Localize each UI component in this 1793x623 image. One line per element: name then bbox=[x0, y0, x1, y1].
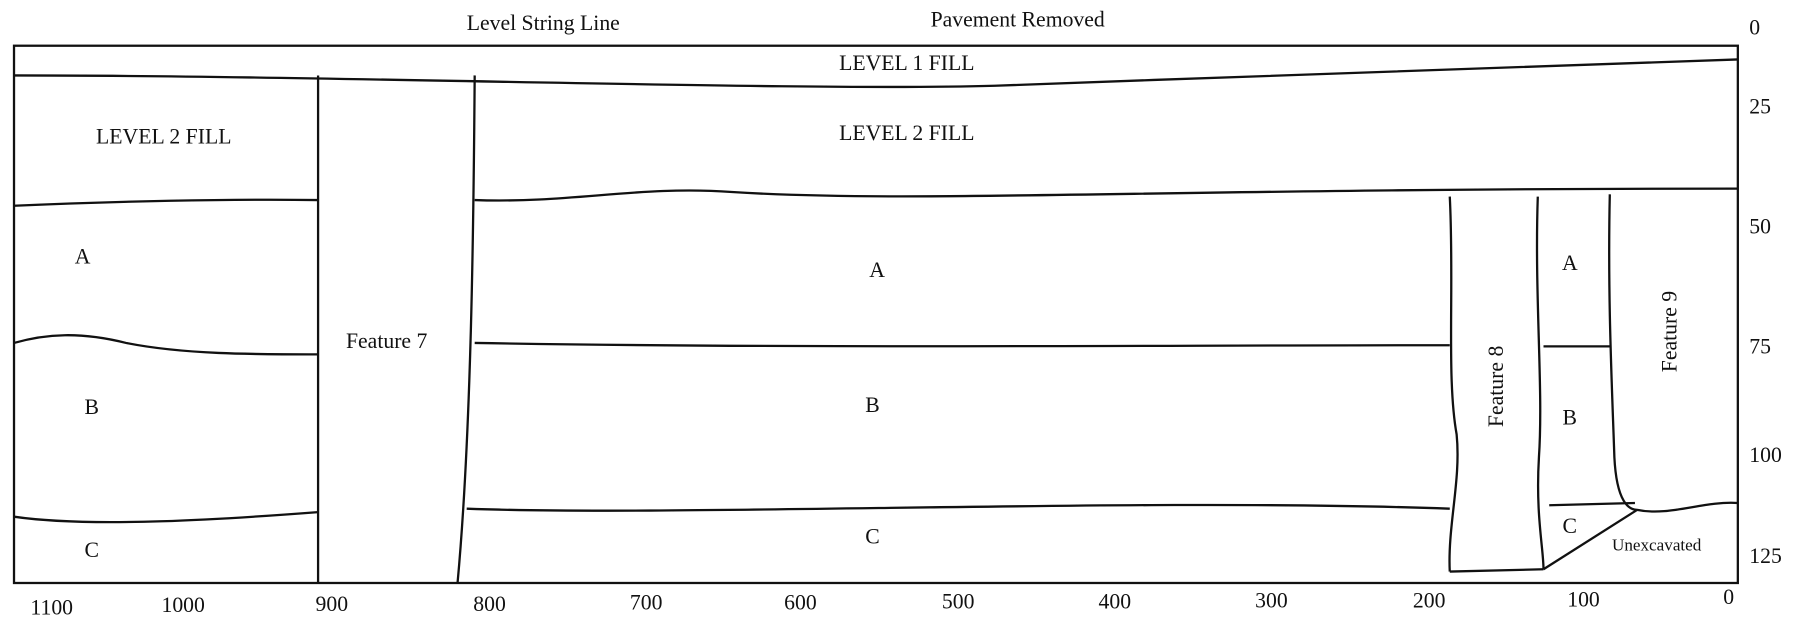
feature-label: Feature 8 bbox=[1484, 346, 1508, 428]
unexcavated-boundary bbox=[1542, 508, 1638, 571]
distance-label: 1100 bbox=[30, 595, 73, 619]
distance-label: 800 bbox=[473, 592, 506, 616]
distance-label: 300 bbox=[1255, 588, 1288, 612]
distance-label: 600 bbox=[784, 591, 817, 615]
distance-label: 900 bbox=[316, 592, 349, 616]
feature-7-right bbox=[456, 75, 476, 584]
stratum-label: B bbox=[1563, 406, 1577, 430]
stratum-label: B bbox=[85, 395, 99, 419]
distance-label: 0 bbox=[1723, 585, 1734, 609]
depth-label: 100 bbox=[1749, 443, 1782, 467]
left-b-c-boundary bbox=[13, 510, 319, 524]
depth-label: 125 bbox=[1749, 544, 1782, 568]
depth-label: 0 bbox=[1749, 16, 1760, 40]
level-1-boundary bbox=[14, 58, 1738, 89]
left-a-b-boundary bbox=[13, 334, 319, 356]
depth-label: 75 bbox=[1749, 335, 1771, 359]
feature-9-boundary bbox=[1608, 194, 1738, 513]
level-2-boundary-middle bbox=[474, 187, 1738, 202]
distance-label: 100 bbox=[1567, 587, 1600, 611]
stratum-label: C bbox=[1563, 514, 1577, 538]
feature-8-right bbox=[1535, 196, 1545, 570]
feature-label: Unexcavated bbox=[1612, 535, 1702, 554]
profile-lines bbox=[12, 44, 1739, 585]
stratum-label: C bbox=[865, 524, 879, 548]
feature-8-left bbox=[1448, 196, 1459, 572]
feature-label: Feature 7 bbox=[346, 329, 428, 353]
middle-b-c-boundary bbox=[466, 503, 1450, 512]
distance-label: 700 bbox=[630, 591, 663, 615]
level-2-boundary-left bbox=[13, 198, 319, 207]
feature-label: Feature 9 bbox=[1658, 291, 1682, 372]
distance-label: 400 bbox=[1099, 590, 1132, 614]
header-label: Pavement Removed bbox=[931, 8, 1105, 32]
stratum-label: A bbox=[869, 258, 885, 282]
distance-label: 200 bbox=[1413, 588, 1446, 612]
depth-label: 25 bbox=[1749, 95, 1771, 119]
distance-label: 500 bbox=[942, 590, 975, 614]
layer-label: LEVEL 1 FILL bbox=[839, 51, 974, 75]
right-b-c-boundary bbox=[1549, 501, 1635, 507]
stratum-label: B bbox=[865, 393, 879, 417]
layer-label: LEVEL 2 FILL bbox=[839, 121, 974, 145]
header-label: Level String Line bbox=[467, 11, 620, 35]
stratum-label: A bbox=[75, 244, 91, 268]
stratum-label: A bbox=[1562, 251, 1578, 275]
layer-label: LEVEL 2 FILL bbox=[96, 124, 231, 148]
stratum-label: C bbox=[85, 538, 99, 562]
depth-label: 50 bbox=[1749, 215, 1771, 239]
feature-8-bottom bbox=[1449, 568, 1544, 573]
middle-a-b-boundary bbox=[474, 341, 1450, 348]
distance-label: 1000 bbox=[161, 593, 205, 617]
profile-box bbox=[12, 44, 1739, 585]
